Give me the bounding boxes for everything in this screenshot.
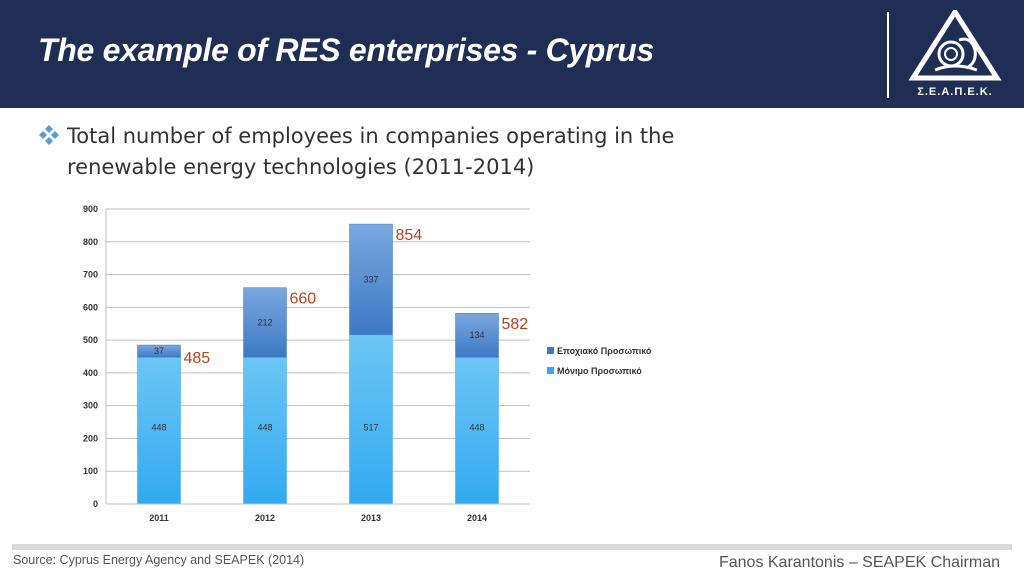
bar-segment [137, 356, 181, 505]
x-tick-label: 2013 [361, 513, 381, 523]
bar-segment [455, 356, 499, 505]
footer-author: Fanos Karantonis – SEAPEK Chairman [718, 554, 1000, 571]
logo-icon [908, 7, 1002, 81]
y-tick-label: 0 [93, 499, 98, 509]
data-label: 37 [154, 346, 164, 356]
header-bar: The example of RES enterprises - Cyprus … [0, 0, 1024, 108]
bar-segment [455, 312, 499, 358]
legend-label: Μόνιμο Προσωπικό [557, 366, 642, 376]
y-tick-label: 900 [83, 204, 98, 214]
data-label: 134 [469, 330, 484, 340]
y-tick-label: 300 [83, 401, 98, 411]
bullet-text: Total number of employees in companies o… [67, 124, 675, 179]
y-tick-label: 700 [83, 270, 98, 280]
total-label: 485 [184, 350, 211, 367]
y-tick-label: 200 [83, 433, 98, 443]
x-tick-label: 2011 [149, 513, 169, 523]
slide-title: The example of RES enterprises - Cyprus [38, 32, 655, 68]
logo-text: Σ.Ε.Α.Π.Ε.Κ. [917, 86, 993, 98]
data-label: 448 [469, 422, 484, 432]
seapek-logo: Σ.Ε.Α.Π.Ε.Κ. [905, 7, 1005, 102]
data-label: 517 [363, 422, 378, 432]
data-label: 337 [363, 274, 378, 284]
footer-divider [12, 544, 1012, 550]
footer-source: Source: Cyprus Energy Agency and SEAPEK … [13, 553, 305, 567]
bar-segment [349, 334, 393, 505]
header-divider [887, 12, 889, 98]
y-tick-label: 100 [83, 466, 98, 476]
bar-segment [243, 287, 287, 358]
y-tick-label: 400 [83, 368, 98, 378]
y-tick-label: 800 [83, 237, 98, 247]
legend-label: Εποχιακό Προσωπικό [557, 346, 652, 356]
data-label: 448 [151, 422, 166, 432]
y-tick-label: 600 [83, 302, 98, 312]
total-label: 582 [502, 316, 529, 333]
y-tick-label: 500 [83, 335, 98, 345]
legend-swatch [547, 367, 554, 374]
x-tick-label: 2014 [467, 513, 487, 523]
data-label: 212 [257, 317, 272, 327]
data-label: 448 [257, 422, 272, 432]
total-label: 660 [290, 291, 317, 308]
bar-segment [349, 223, 393, 335]
bar-segment [243, 356, 287, 505]
total-label: 854 [396, 227, 423, 244]
diamond-bullet-icon [39, 125, 59, 145]
x-tick-label: 2012 [255, 513, 275, 523]
bar-segment [137, 344, 181, 358]
employees-bar-chart: 0 100 200 300 400 500 600 700 800 900 448 37 485 2011… [83, 204, 652, 523]
legend-swatch [547, 347, 554, 354]
